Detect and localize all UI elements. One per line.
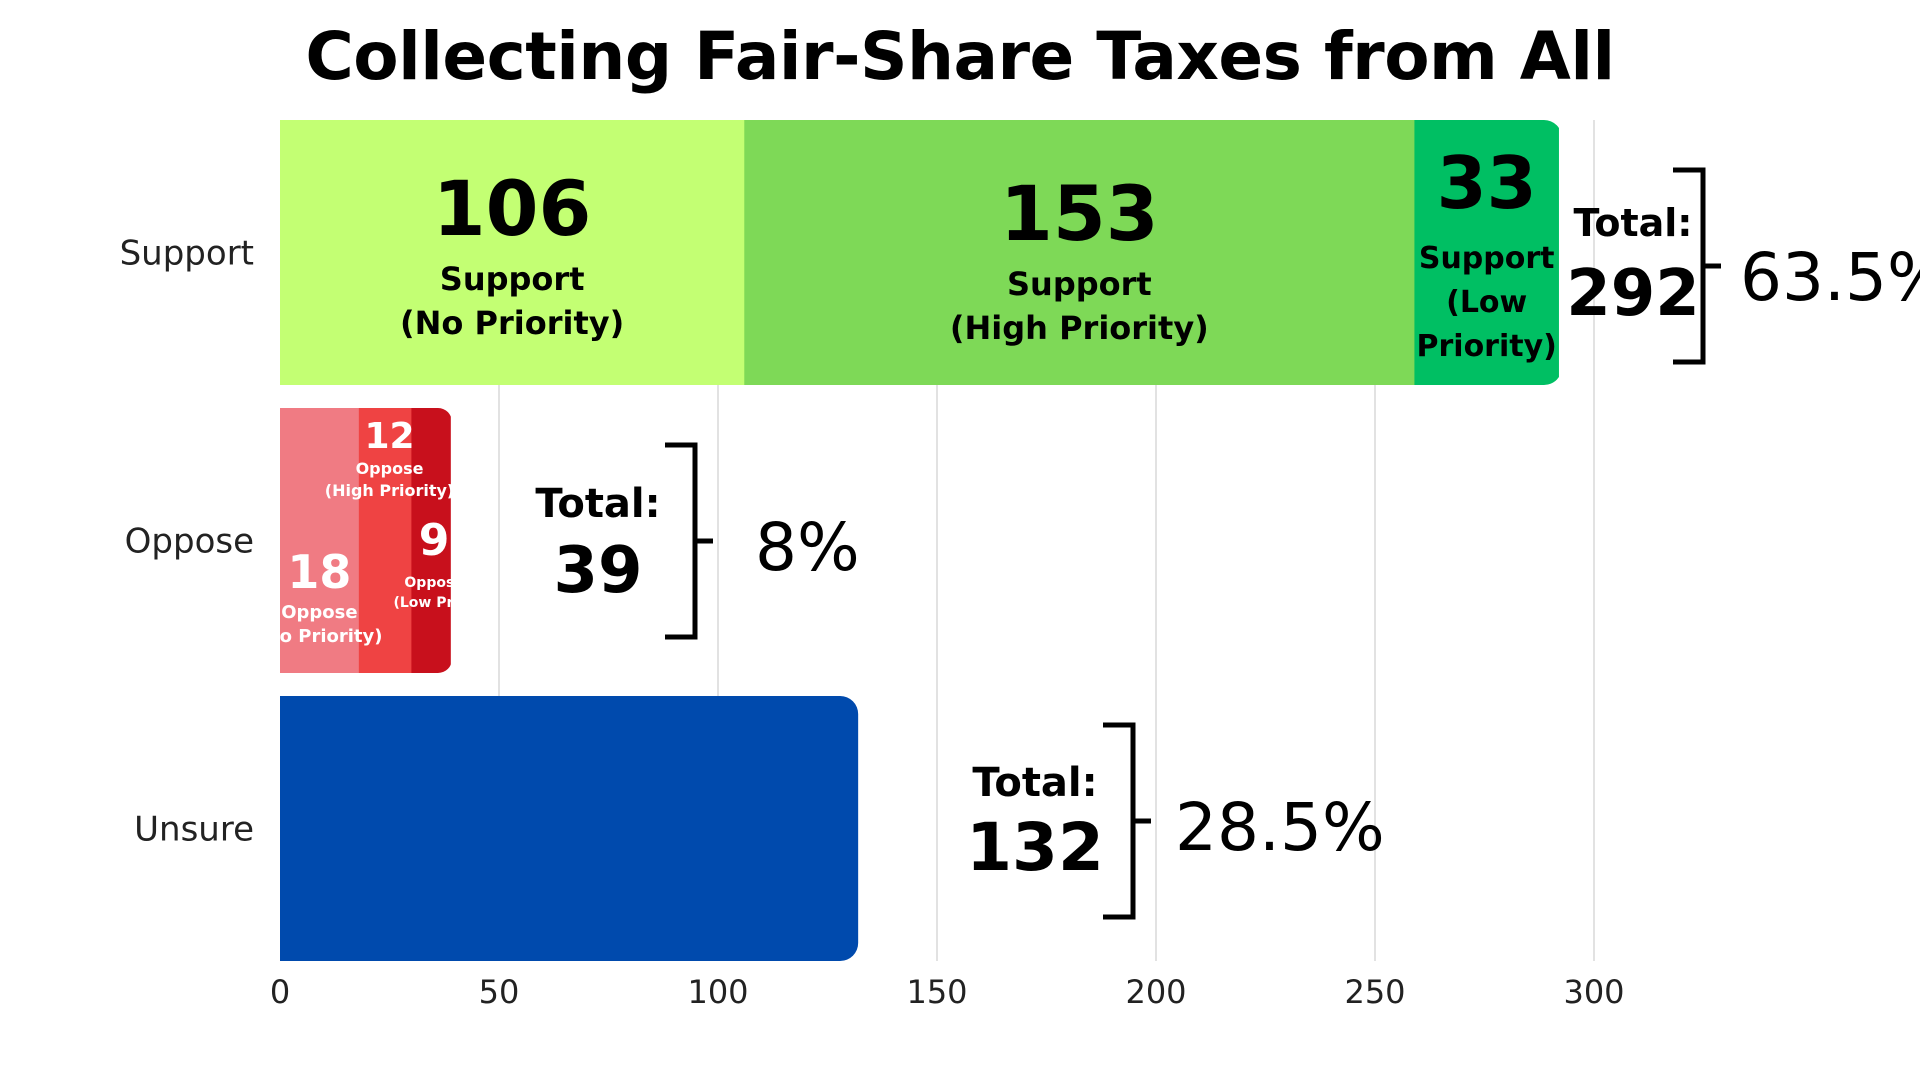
segment-category-label: (High Priority) xyxy=(325,481,454,500)
x-tick-label: 50 xyxy=(479,973,520,1011)
total-value: 292 xyxy=(1566,257,1700,331)
segment-category-label: Support xyxy=(1007,265,1152,303)
segment-category-label: Support xyxy=(1419,241,1555,276)
x-tick-label: 0 xyxy=(270,973,290,1011)
bracket xyxy=(665,442,713,640)
category-label: Support xyxy=(120,234,254,274)
chart-title: Collecting Fair-Share Taxes from All xyxy=(305,18,1615,95)
bar-segment-corner xyxy=(280,696,310,961)
segment-value-label: 153 xyxy=(1000,169,1159,258)
x-tick-label: 100 xyxy=(687,973,748,1011)
bracket xyxy=(1673,167,1721,365)
bar-segment xyxy=(280,120,746,385)
percent-label: 8% xyxy=(755,509,860,586)
total-value: 39 xyxy=(553,534,642,608)
segment-value-label: 18 xyxy=(287,545,351,599)
bar-segment-corner xyxy=(280,408,300,673)
segment-category-label: Priority) xyxy=(1417,329,1557,364)
segment-category-label: Oppose xyxy=(404,575,463,591)
segment-category-label: Oppose xyxy=(356,459,424,478)
segment-category-label: (High Priority) xyxy=(950,309,1209,347)
x-tick-label: 250 xyxy=(1344,973,1405,1011)
segment-category-label: Oppose xyxy=(281,602,357,623)
segment-value-label: 12 xyxy=(364,416,414,457)
bar-group-unsure xyxy=(280,696,859,961)
segment-category-label: (No Priority) xyxy=(256,626,382,647)
category-label: Oppose xyxy=(125,522,254,562)
total-label: Total: xyxy=(535,481,660,527)
bracket xyxy=(1103,722,1151,920)
bar-segment-corner xyxy=(280,120,300,385)
total-value: 132 xyxy=(966,809,1104,886)
segment-category-label: Support xyxy=(440,260,585,298)
category-label: Unsure xyxy=(134,810,254,850)
total-label: Total: xyxy=(972,760,1097,806)
segment-value-label: 106 xyxy=(433,164,592,253)
bar-group-support xyxy=(280,120,1559,385)
oppose-labels: 18 Oppose (No Priority) 12 Oppose (High Prior… xyxy=(256,416,474,647)
x-tick-label: 300 xyxy=(1563,973,1624,1011)
bar-segment xyxy=(358,408,413,673)
x-tick-label: 200 xyxy=(1125,973,1186,1011)
bar-segment xyxy=(280,696,859,961)
bar-segment xyxy=(1414,120,1559,385)
segment-value-label: 9 xyxy=(419,515,450,566)
segment-value-label: 33 xyxy=(1437,141,1537,225)
total-label: Total: xyxy=(1573,201,1692,245)
segment-category-label: (Low xyxy=(1446,285,1527,320)
percent-label: 28.5% xyxy=(1175,789,1385,866)
bar-segment xyxy=(744,120,1416,385)
bar-segment xyxy=(411,408,451,673)
segment-category-label: (Low Prior xyxy=(393,595,474,611)
percent-label: 63.5% xyxy=(1740,239,1920,316)
segment-category-label: (No Priority) xyxy=(400,304,624,342)
x-tick-label: 150 xyxy=(906,973,967,1011)
